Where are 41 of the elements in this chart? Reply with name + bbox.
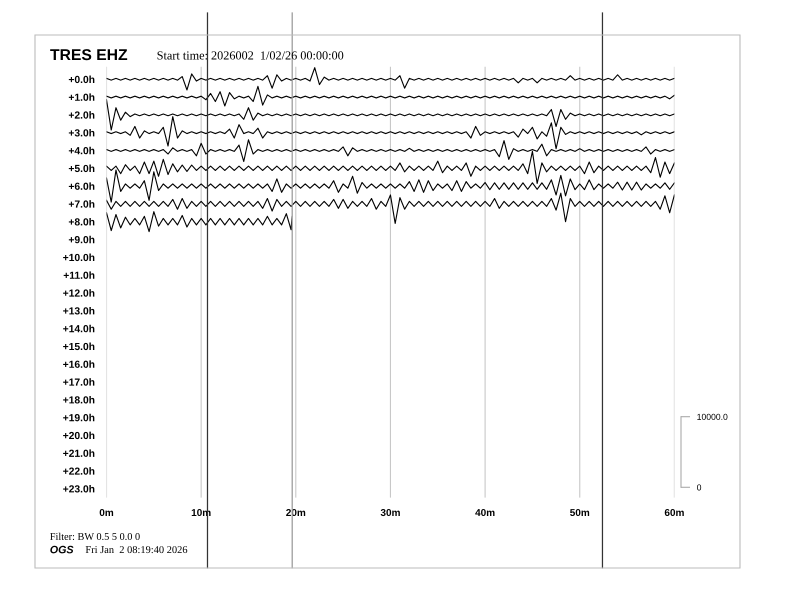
y-tick-label: +15.0h [63, 342, 94, 350]
y-tick-label: +23.0h [63, 484, 94, 493]
y-tick-label: +0.0h [68, 76, 94, 84]
y2-tick-label: 0 [697, 484, 702, 490]
y-tick-label: +21.0h [63, 449, 94, 457]
y-tick-label: +1.0h [68, 93, 94, 101]
line-series [106, 67, 674, 90]
y-tick-label: +5.0h [68, 164, 94, 172]
y-tick-label: +14.0h [63, 324, 94, 332]
y-tick-label: +4.0h [68, 146, 94, 154]
y-tick-label: +12.0h [63, 289, 94, 297]
y-tick-label: +7.0h [68, 200, 94, 208]
y-tick-label: +13.0h [63, 306, 94, 315]
y-tick-label: +18.0h [63, 396, 94, 404]
y-tick-label: +20.0h [63, 432, 94, 440]
y-tick-label: +17.0h [63, 378, 94, 386]
y-tick-label: +11.0h [64, 271, 94, 279]
y-tick-label: +22.0h [63, 467, 94, 475]
text: OGS [50, 546, 74, 554]
x-tick-label: 20m [286, 508, 306, 516]
x-tick-label: 60m [664, 508, 684, 516]
line-series [106, 211, 293, 232]
x-tick-label: 30m [380, 508, 400, 516]
y-tick-label: +6.0h [68, 182, 94, 190]
chart-subtitle: Start time: 2026002 1/02/26 00:00:00 [158, 51, 344, 60]
y2-tick-label: 10000.0 [697, 414, 728, 420]
y-tick-label: +9.0h [68, 236, 94, 244]
text: Filter: BW 0.5 5 0.0 0 [50, 532, 140, 540]
line-series [106, 192, 674, 224]
line-series [106, 86, 674, 107]
y-tick-label: +3.0h [68, 128, 94, 137]
x-tick-label: 40m [475, 508, 494, 516]
x-tick-label: 50m [570, 508, 590, 516]
y-tick-label: +19.0h [63, 414, 94, 422]
chart-title: TRES EHZ [50, 49, 128, 60]
y-tick-label: +16.0h [63, 360, 94, 368]
y-tick-label: +2.0h [68, 111, 94, 119]
y-tick-label: +10.0h [63, 254, 94, 262]
text: Fri Jan 2 08:19:40 2026 [86, 546, 188, 554]
x-tick-label: 0m [100, 508, 114, 516]
y-tick-label: +8.0h [68, 218, 94, 226]
